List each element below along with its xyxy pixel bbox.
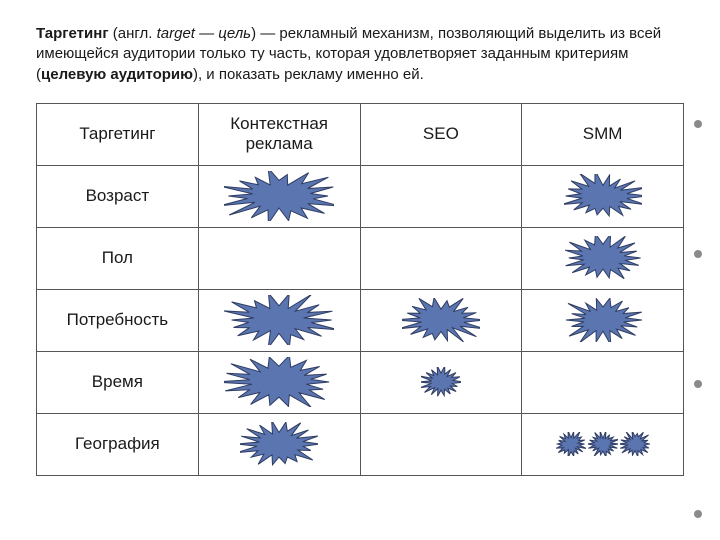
term: Таргетинг — [36, 25, 109, 42]
page-indicator-dot — [694, 120, 702, 128]
row-label-age: Возраст — [37, 165, 199, 227]
row-time: Время — [37, 351, 684, 413]
tail: ), и показать рекламу именно ей. — [193, 66, 424, 83]
col-targeting: Таргетинг — [37, 103, 199, 165]
cell-need-context — [198, 289, 360, 351]
cell-geo-context — [198, 413, 360, 475]
page-indicator-dot — [694, 250, 702, 258]
bold-inline: целевую аудиторию — [41, 66, 193, 83]
col-seo: SEO — [360, 103, 522, 165]
definition-paragraph: Таргетинг (англ. target — цель) — реклам… — [36, 24, 684, 85]
row-label-time: Время — [37, 351, 199, 413]
cell-gender-seo — [360, 227, 522, 289]
cell-gender-smm — [522, 227, 684, 289]
cell-time-context — [198, 351, 360, 413]
cell-time-smm — [522, 351, 684, 413]
col-context: Контекстная реклама — [198, 103, 360, 165]
row-age: Возраст — [37, 165, 684, 227]
page-indicator-dot — [694, 510, 702, 518]
cell-geo-smm — [522, 413, 684, 475]
cell-gender-context — [198, 227, 360, 289]
etym-prefix: (англ. — [109, 25, 157, 42]
cell-time-seo — [360, 351, 522, 413]
cell-geo-seo — [360, 413, 522, 475]
cell-age-smm — [522, 165, 684, 227]
row-geography: География — [37, 413, 684, 475]
row-gender: Пол — [37, 227, 684, 289]
page-indicator-dot — [694, 380, 702, 388]
comparison-table: Таргетинг Контекстная реклама SEO SMM Во… — [36, 103, 684, 476]
etym-italic: target — цель — [157, 25, 251, 42]
row-label-gender: Пол — [37, 227, 199, 289]
row-label-need: Потребность — [37, 289, 199, 351]
cell-age-context — [198, 165, 360, 227]
cell-need-smm — [522, 289, 684, 351]
row-need: Потребность — [37, 289, 684, 351]
header-row: Таргетинг Контекстная реклама SEO SMM — [37, 103, 684, 165]
cell-age-seo — [360, 165, 522, 227]
col-smm: SMM — [522, 103, 684, 165]
row-label-geography: География — [37, 413, 199, 475]
cell-need-seo — [360, 289, 522, 351]
